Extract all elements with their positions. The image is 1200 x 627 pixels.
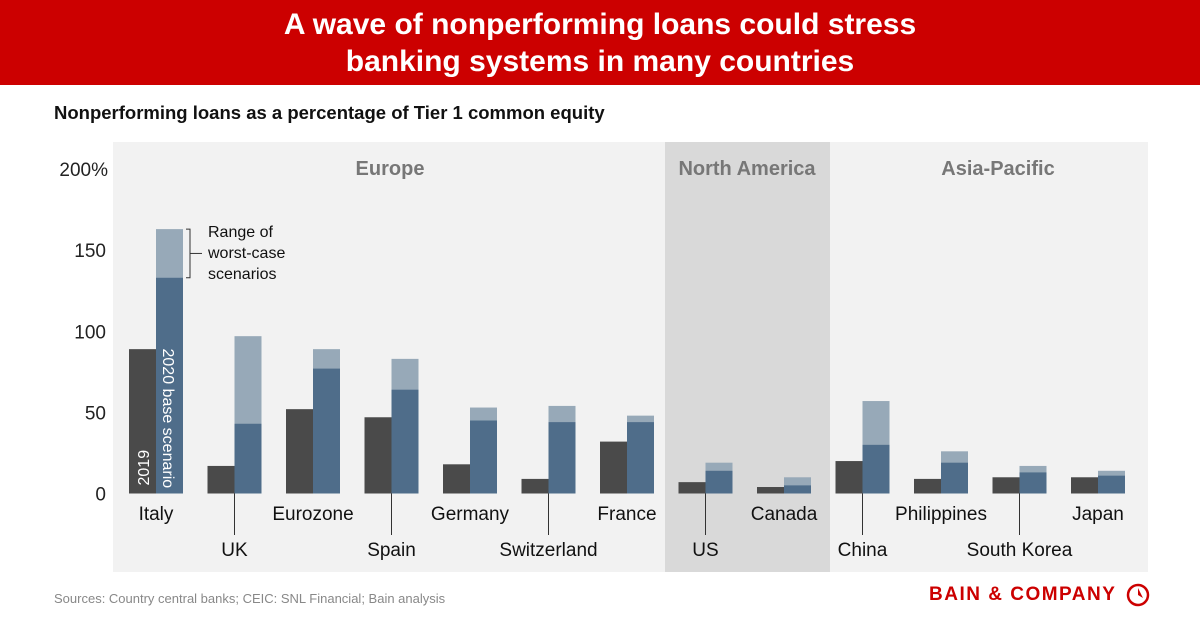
y-tick-label: 0	[95, 485, 106, 506]
bar-2019	[992, 477, 1020, 494]
bar-2020-base	[234, 423, 262, 494]
bar-2019	[835, 461, 863, 494]
bar-2019	[600, 441, 627, 494]
brand-logo-icon	[1127, 583, 1150, 607]
bar-2019	[207, 465, 235, 494]
bar-2020-base	[470, 420, 497, 494]
bar-2020-base	[313, 368, 340, 494]
category-label: Philippines	[895, 504, 987, 525]
y-tick-label: 100	[74, 322, 106, 343]
category-label: China	[838, 540, 888, 561]
region-panel-north-america	[665, 142, 830, 572]
category-label: Switzerland	[499, 540, 597, 561]
y-tick-label: 50	[85, 403, 106, 424]
series-label-2019: 2019	[136, 450, 153, 486]
bar-2020-base	[705, 470, 733, 494]
category-label: France	[597, 504, 656, 525]
category-label: Canada	[751, 504, 818, 525]
category-label: Italy	[139, 504, 174, 525]
annotation-text: scenarios	[208, 266, 276, 283]
category-label: US	[692, 540, 718, 561]
bar-2019	[443, 464, 470, 494]
category-label: Japan	[1072, 504, 1124, 525]
region-label: Europe	[356, 158, 425, 180]
region-label: North America	[678, 158, 816, 180]
annotation-text: worst-case	[207, 245, 285, 262]
bar-2020-base	[548, 422, 576, 494]
bar-2019	[364, 417, 392, 494]
plot-panel	[113, 142, 1148, 572]
bar-2020-base	[862, 444, 890, 494]
category-label: Eurozone	[272, 504, 353, 525]
bar-2019	[129, 349, 156, 494]
bar-2020-base	[784, 485, 811, 494]
title-line-2: banking systems in many countries	[345, 45, 855, 78]
chart-header: A wave of nonperforming loans could stre…	[0, 0, 1200, 85]
bar-2019	[1071, 477, 1098, 494]
brand-name: BAIN & COMPANY	[929, 584, 1117, 605]
chart-title: Nonperforming loans as a percentage of T…	[54, 102, 605, 123]
bar-2019	[757, 487, 784, 494]
bar-2019	[678, 482, 706, 494]
brand-logo: BAIN & COMPANY	[929, 583, 1150, 607]
y-tick-label: 150	[74, 241, 106, 262]
bar-2020-base	[1098, 475, 1125, 494]
category-label: Germany	[431, 504, 510, 525]
category-label: South Korea	[967, 540, 1073, 561]
y-tick-label: 200%	[59, 160, 108, 181]
category-label: UK	[221, 540, 248, 561]
region-label: Asia-Pacific	[941, 158, 1054, 180]
series-label-2020-base: 2020 base scenario	[159, 349, 176, 489]
bar-2019	[521, 478, 549, 494]
bar-2020-base	[941, 462, 968, 494]
sources-note: Sources: Country central banks; CEIC: SN…	[54, 591, 446, 606]
bar-2020-base	[627, 422, 654, 494]
bar-2020-base	[391, 389, 419, 494]
bar-2020-base	[1019, 472, 1047, 494]
annotation-text: Range of	[208, 224, 273, 241]
bar-2019	[286, 409, 313, 494]
title-line-1: A wave of nonperforming loans could stre…	[283, 8, 917, 41]
bar-2019	[914, 478, 941, 494]
bar-2020-base	[156, 277, 183, 494]
category-label: Spain	[367, 540, 416, 561]
